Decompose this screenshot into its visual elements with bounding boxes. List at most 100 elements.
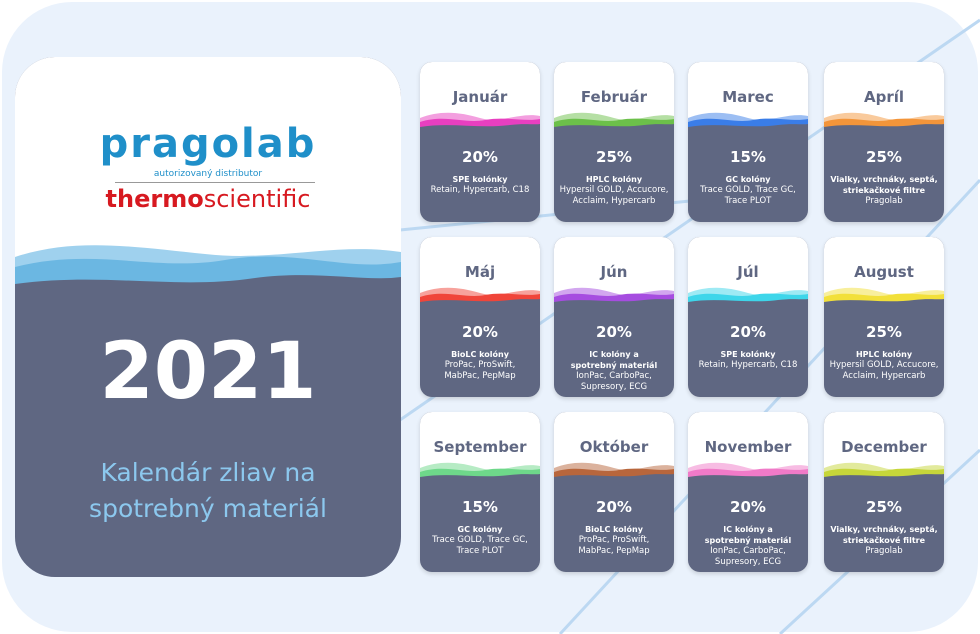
wave [420,112,540,130]
product-title: striekačkové filtre [842,536,926,545]
product-details: Trace PLOT [724,196,772,206]
card-body: BioLC kolóny ProPac, ProSwift, MabPac, Pep… [420,349,540,382]
month-name: September [433,438,527,456]
wave-base [688,299,808,305]
product-title: GC kolóny [457,525,503,534]
wave-base [554,124,674,130]
card-body: SPE kolónky Retain, Hypercarb, C18 [688,349,808,371]
wave [420,287,540,305]
month-name: Október [579,438,649,456]
wave-base [688,124,808,130]
month-card: Apríl 25% Vialky, vrchnáky, septá, striekač… [824,62,944,222]
card-body: GC kolóny Trace GOLD, Trace GC, Trace PLOT [688,174,808,207]
product-title: HPLC kolóny [855,350,913,359]
month-card: Február 25% HPLC kolóny Hypersil GOLD, Accu… [554,62,674,222]
wave [554,462,674,480]
wave-base [420,474,540,480]
card-body: SPE kolónky Retain, Hypercarb, C18 [420,174,540,196]
month-name: Marec [722,88,774,106]
partner-bold: thermo [105,185,204,213]
product-details: Supresory, ECG [714,557,782,567]
discount: 20% [462,323,498,341]
month-name: Január [452,88,508,106]
card-body: Vialky, vrchnáky, septá, striekačkové fil… [824,524,944,557]
month-name: Máj [464,263,496,281]
discount: 20% [462,148,498,166]
month-card: September 15% GC kolóny Trace GOLD, Trace G… [420,412,540,572]
product-details: Pragolab [865,546,903,556]
product-details: Hypersil GOLD, Accucore, [559,185,669,195]
wave-base [554,474,674,480]
discount: 20% [730,498,766,516]
product-title: Vialky, vrchnáky, septá, [830,525,938,534]
subtitle: Kalendár zliav na spotrebný materiál [15,455,401,527]
month-name: December [841,438,927,456]
product-details: Trace PLOT [456,546,504,556]
product-details: Pragolab [865,196,903,206]
card-body: HPLC kolóny Hypersil GOLD, Accucore, Accla… [824,349,944,382]
discount: 25% [866,148,902,166]
wave-base [420,299,540,305]
product-title: striekačkové filtre [842,186,926,195]
subtitle-line: Kalendár zliav na [100,458,316,487]
wave [824,462,944,480]
month-name: Jún [600,263,628,281]
month-name: August [854,263,914,281]
product-details: MabPac, PepMap [444,371,516,381]
month-card: Júl 20% SPE kolónky Retain, Hypercarb, C18 [688,237,808,397]
partner: thermoscientific [15,185,401,213]
product-title: SPE kolónky [452,175,508,184]
logo: pragolab [99,121,317,167]
product-title: GC kolóny [725,175,771,184]
discount: 25% [596,148,632,166]
product-title: BioLC kolóny [585,525,643,534]
wave [688,287,808,305]
discount: 20% [596,498,632,516]
card-body: IC kolóny a spotrebný materiál IonPac, Car… [554,349,674,393]
wave [688,112,808,130]
month-card: August 25% HPLC kolóny Hypersil GOLD, Accuc… [824,237,944,397]
month-name: Február [580,88,648,106]
wave-base [824,474,944,480]
wave [688,462,808,480]
product-details: Trace GOLD, Trace GC, [700,185,796,195]
discount: 20% [730,323,766,341]
product-details: Trace GOLD, Trace GC, [432,535,528,545]
wave [554,287,674,305]
product-title: IC kolóny a [723,525,773,534]
product-details: MabPac, PepMap [578,546,650,556]
card-body: HPLC kolóny Hypersil GOLD, Accucore, Accla… [554,174,674,207]
product-title: spotrebný materiál [704,536,792,545]
product-details: IonPac, CarboPac, [710,546,786,556]
product-title: SPE kolónky [720,350,776,359]
wave-base [824,124,944,130]
discount: 25% [866,498,902,516]
product-details: ProPac, ProSwift, [444,360,516,370]
tagline: autorizovaný distributor [153,169,263,179]
month-card: Január 20% SPE kolónky Retain, Hypercarb, C… [420,62,540,222]
wave [824,287,944,305]
card-body: GC kolóny Trace GOLD, Trace GC, Trace PLOT [420,524,540,557]
month-card: Marec 15% GC kolóny Trace GOLD, Trace GC, Tr… [688,62,808,222]
month-card: November 20% IC kolóny a spotrebný materiál… [688,412,808,572]
month-name: Apríl [863,88,905,106]
month-card: December 25% Vialky, vrchnáky, septá, strie… [824,412,944,572]
product-title: IC kolóny a [589,350,639,359]
wave-base [420,124,540,130]
wave [420,462,540,480]
product-title: spotrebný materiál [570,361,658,370]
discount: 25% [866,323,902,341]
subtitle-line: spotrebný materiál [89,494,327,523]
product-details: Acclaim, Hypercarb [572,196,656,206]
month-name: November [704,438,792,456]
product-details: Supresory, ECG [580,382,648,392]
month-card: Máj 20% BioLC kolóny ProPac, ProSwift, MabPa… [420,237,540,397]
wave [824,112,944,130]
intro-card: pragolab autorizovaný distributor thermo… [15,57,401,577]
card-body: IC kolóny a spotrebný materiál IonPac, Car… [688,524,808,568]
product-details: Retain, Hypercarb, C18 [430,185,530,195]
product-title: BioLC kolóny [451,350,509,359]
month-card: Jún 20% IC kolóny a spotrebný materiál IonPa… [554,237,674,397]
discount: 15% [730,148,766,166]
product-title: Vialky, vrchnáky, septá, [830,175,938,184]
